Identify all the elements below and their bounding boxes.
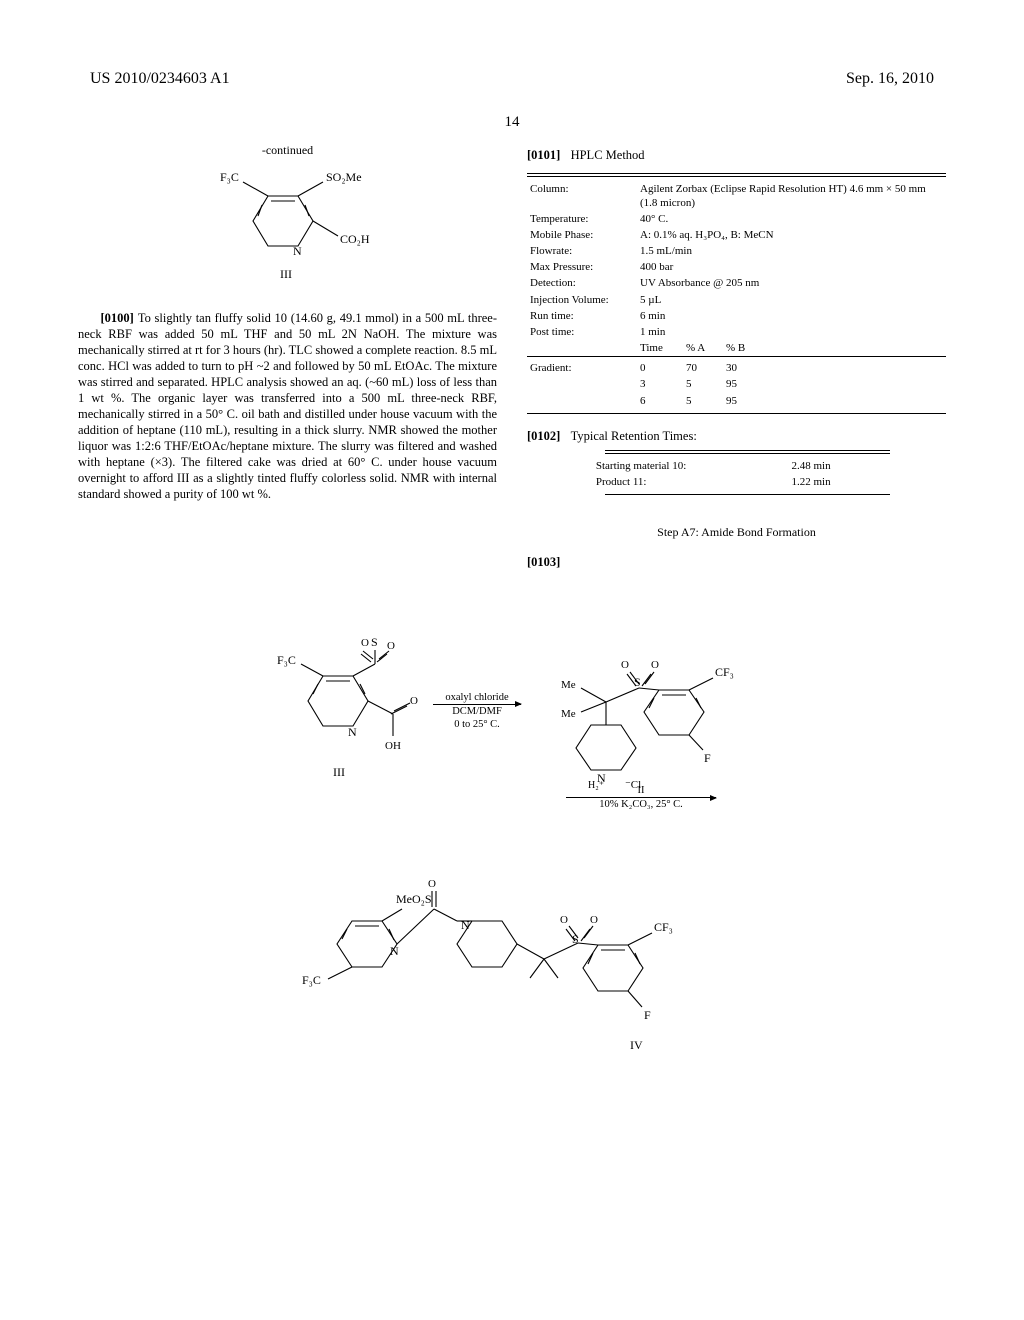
table-row: Column:Agilent Zorbax (Eclipse Rapid Res… bbox=[527, 181, 946, 211]
para-0100: [0100]To slightly tan fluffy solid 10 (1… bbox=[78, 310, 497, 502]
svg-text:O: O bbox=[560, 914, 568, 926]
structure-III-label: III bbox=[280, 267, 292, 281]
table-row: Max Pressure:400 bar bbox=[527, 259, 946, 275]
svg-text:O: O bbox=[361, 637, 369, 649]
svg-text:CF₃: CF₃ bbox=[654, 920, 673, 934]
retention-table: Starting material 10:2.48 min Product 11… bbox=[527, 450, 946, 495]
para-0102-text: Typical Retention Times: bbox=[571, 429, 697, 443]
reaction-arrow-1: oxalyl chloride DCM/DMF 0 to 25° C. bbox=[433, 691, 521, 731]
para-0101-label: [0101] bbox=[527, 148, 560, 162]
table-row: Run time:6 min bbox=[527, 308, 946, 324]
svg-text:F: F bbox=[644, 1008, 651, 1022]
table-row: Flowrate:1.5 mL/min bbox=[527, 243, 946, 259]
table-row: 6 5 95 bbox=[527, 393, 946, 409]
left-column: -continued F₃C SO₂Me CO₂H N III bbox=[78, 143, 497, 570]
para-0100-label: [0100] bbox=[101, 311, 134, 325]
reaction-arrow-2: II 10% K₂CO₃, 25° C. bbox=[566, 784, 716, 811]
hplc-table-bottom-rule bbox=[527, 413, 946, 414]
table-row: 3 5 95 bbox=[527, 376, 946, 392]
page-number: 14 bbox=[0, 94, 1024, 143]
arrow1-mid: DCM/DMF bbox=[452, 705, 502, 718]
svg-text:F₃C: F₃C bbox=[302, 973, 321, 987]
table-row: Temperature:40° C. bbox=[527, 211, 946, 227]
svg-text:N: N bbox=[461, 918, 470, 932]
svg-text:O: O bbox=[621, 659, 629, 671]
svg-text:O: O bbox=[651, 659, 659, 671]
para-0103-label: [0103] bbox=[527, 555, 560, 569]
svg-text:SO₂Me: SO₂Me bbox=[326, 170, 362, 184]
header-right: Sep. 16, 2010 bbox=[846, 70, 934, 88]
svg-text:OH: OH bbox=[385, 740, 401, 752]
svg-text:IV: IV bbox=[630, 1038, 643, 1052]
para-0100-text: To slightly tan fluffy solid 10 (14.60 g… bbox=[78, 311, 497, 501]
svg-text:O: O bbox=[590, 914, 598, 926]
hplc-table-top-rule bbox=[527, 173, 946, 174]
table-row: Detection:UV Absorbance @ 205 nm bbox=[527, 275, 946, 291]
scheme-structure-III: F₃C O O S O OH N III bbox=[263, 636, 433, 786]
svg-text:Me: Me bbox=[561, 708, 576, 720]
para-0102-label: [0102] bbox=[527, 429, 560, 443]
scheme-product-IV: MeO₂S O F₃C N N O O S CF₃ F IV bbox=[78, 841, 946, 1071]
header-left: US 2010/0234603 A1 bbox=[90, 70, 230, 88]
right-column: [0101] HPLC Method Column:Agilent Zorbax… bbox=[527, 143, 946, 570]
arrow2-bot: 10% K₂CO₃, 25° C. bbox=[599, 798, 683, 811]
svg-text:F: F bbox=[704, 751, 711, 765]
table-row: Gradient: 0 70 30 bbox=[527, 360, 946, 376]
arrow1-bot: 0 to 25° C. bbox=[454, 718, 500, 731]
continued-label: -continued bbox=[78, 143, 497, 158]
structure-III: F₃C SO₂Me CO₂H N III bbox=[78, 166, 497, 296]
svg-text:N: N bbox=[293, 244, 302, 258]
svg-text:O: O bbox=[428, 878, 436, 890]
svg-text:F₃C: F₃C bbox=[220, 170, 239, 184]
table-row: Injection Volume:5 µL bbox=[527, 292, 946, 308]
svg-text:O: O bbox=[387, 640, 395, 652]
svg-text:F₃C: F₃C bbox=[277, 653, 296, 667]
svg-text:N: N bbox=[390, 944, 399, 958]
svg-text:S: S bbox=[634, 675, 641, 689]
hplc-table-top-rule-2 bbox=[527, 176, 946, 177]
svg-text:Me: Me bbox=[561, 679, 576, 691]
arrow2-top: II bbox=[638, 784, 645, 797]
table-row: Product 11:1.22 min bbox=[590, 474, 883, 490]
svg-text:CF₃: CF₃ bbox=[715, 665, 734, 679]
table-row: Mobile Phase:A: 0.1% aq. H₃PO₄, B: MeCN bbox=[527, 227, 946, 243]
svg-text:III: III bbox=[333, 765, 345, 779]
hplc-method-table: Column:Agilent Zorbax (Eclipse Rapid Res… bbox=[527, 181, 946, 409]
svg-text:CO₂H: CO₂H bbox=[340, 232, 370, 246]
table-row: Starting material 10:2.48 min bbox=[590, 458, 883, 474]
svg-text:O: O bbox=[410, 695, 418, 707]
gradient-header-row: Time % A % B bbox=[527, 340, 946, 357]
table-row: Post time:1 min bbox=[527, 324, 946, 340]
scheme-structure-II: Me Me O O S CF₃ F N H₂⁺ ⁻Cl II 10% K₂CO₃… bbox=[521, 610, 761, 811]
svg-text:S: S bbox=[572, 932, 579, 946]
reaction-scheme: F₃C O O S O OH N III oxalyl chloride DCM… bbox=[0, 570, 1024, 1071]
svg-text:MeO₂S: MeO₂S bbox=[396, 892, 432, 906]
para-0101-text: HPLC Method bbox=[571, 148, 645, 162]
svg-text:N: N bbox=[348, 725, 357, 739]
step-title: Step A7: Amide Bond Formation bbox=[527, 525, 946, 540]
arrow1-top: oxalyl chloride bbox=[445, 691, 508, 704]
svg-text:S: S bbox=[371, 636, 378, 649]
